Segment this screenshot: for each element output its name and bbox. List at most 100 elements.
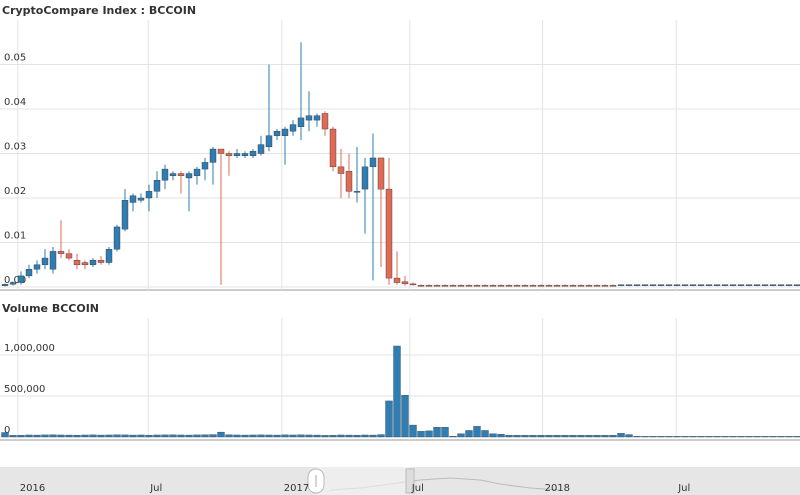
candle-body (753, 284, 761, 286)
volume-bar (601, 435, 609, 438)
candle-body (41, 257, 49, 265)
volume-bar (345, 434, 353, 438)
candle-body (457, 285, 465, 287)
volume-bar (665, 436, 673, 438)
volume-bar (153, 434, 161, 438)
candle-body (513, 285, 521, 287)
volume-bar (313, 434, 321, 438)
volume-bar (585, 435, 593, 438)
candle-body (49, 251, 57, 270)
volume-bar (681, 436, 689, 438)
candle-body (9, 282, 17, 285)
candle-body (761, 284, 769, 286)
volume-bar (225, 434, 233, 438)
candle-body (209, 148, 217, 163)
candle-body (257, 144, 265, 154)
y-tick-label: 0 (4, 425, 10, 436)
navigator-selection[interactable] (316, 467, 410, 495)
y-tick-label: 1,000,000 (4, 343, 55, 354)
volume-bar (361, 434, 369, 438)
volume-bar (721, 436, 729, 438)
candle-body (585, 285, 593, 287)
candle-body (769, 284, 777, 286)
y-tick-label: 0.04 (4, 97, 26, 108)
y-tick-label: 0.03 (4, 142, 26, 153)
volume-bar (489, 433, 497, 438)
volume-bar (521, 435, 529, 438)
candle-body (593, 285, 601, 287)
volume-bar (425, 430, 433, 438)
candle-body (449, 285, 457, 287)
volume-bar (689, 436, 697, 438)
candle-body (289, 124, 297, 132)
volume-bar (625, 434, 633, 438)
candle-body (473, 285, 481, 287)
volume-bar (57, 434, 65, 438)
candle-body (273, 131, 281, 136)
candle-body (353, 191, 361, 193)
volume-bar (545, 435, 553, 438)
volume-bar (217, 431, 225, 438)
candle-body (417, 285, 425, 287)
candle-body (145, 191, 153, 199)
candle-body (81, 262, 89, 265)
candle-body (225, 153, 233, 156)
volume-bar (289, 434, 297, 438)
candle-body (305, 115, 313, 121)
y-tick-label: 0.02 (4, 186, 26, 197)
candle-body (129, 195, 137, 203)
volume-bar (353, 434, 361, 438)
candle-body (673, 284, 681, 286)
candle-body (193, 168, 201, 176)
volume-bar (649, 436, 657, 438)
y-tick-label: 0.00 (4, 275, 26, 286)
volume-bar (9, 435, 17, 438)
volume-bar (449, 436, 457, 438)
volume-bar (337, 434, 345, 438)
y-tick-label: 0.05 (4, 53, 26, 64)
candle-body (793, 284, 800, 286)
candle-body (409, 283, 417, 286)
candle-body (705, 284, 713, 286)
candle-body (433, 285, 441, 287)
volume-bar (297, 434, 305, 438)
candle-body (489, 285, 497, 287)
volume-bar (65, 434, 73, 438)
volume-bar (441, 427, 449, 438)
navigator-handle[interactable] (405, 468, 415, 494)
volume-bar (89, 434, 97, 438)
x-tick-label: 2017 (284, 483, 309, 494)
candle-body (1, 284, 9, 286)
candle-body (313, 115, 321, 121)
volume-bar (569, 435, 577, 438)
volume-bar (249, 434, 257, 438)
volume-bar (529, 435, 537, 438)
volume-bar (121, 434, 129, 438)
candle-body (665, 284, 673, 286)
volume-bar (697, 436, 705, 438)
candle-body (265, 135, 273, 148)
volume-bar (81, 434, 89, 438)
candle-body (249, 151, 257, 156)
volume-bar (473, 426, 481, 438)
volume-bar (129, 434, 137, 438)
candle-body (73, 260, 81, 265)
volume-bar (257, 434, 265, 438)
candle-body (329, 128, 337, 168)
volume-bar (785, 436, 793, 438)
volume-bar (17, 435, 25, 438)
volume-bar (401, 395, 409, 438)
volume-bar (537, 435, 545, 438)
candle-body (369, 157, 377, 168)
candle-body (201, 162, 209, 170)
candle-body (497, 285, 505, 287)
volume-bar (609, 435, 617, 438)
volume-bar (633, 436, 641, 438)
volume-bar (177, 434, 185, 438)
candle-body (537, 285, 545, 287)
x-tick-label: Jul (677, 483, 690, 494)
volume-bar (705, 436, 713, 438)
candle-body (105, 248, 113, 263)
candle-body (393, 277, 401, 283)
